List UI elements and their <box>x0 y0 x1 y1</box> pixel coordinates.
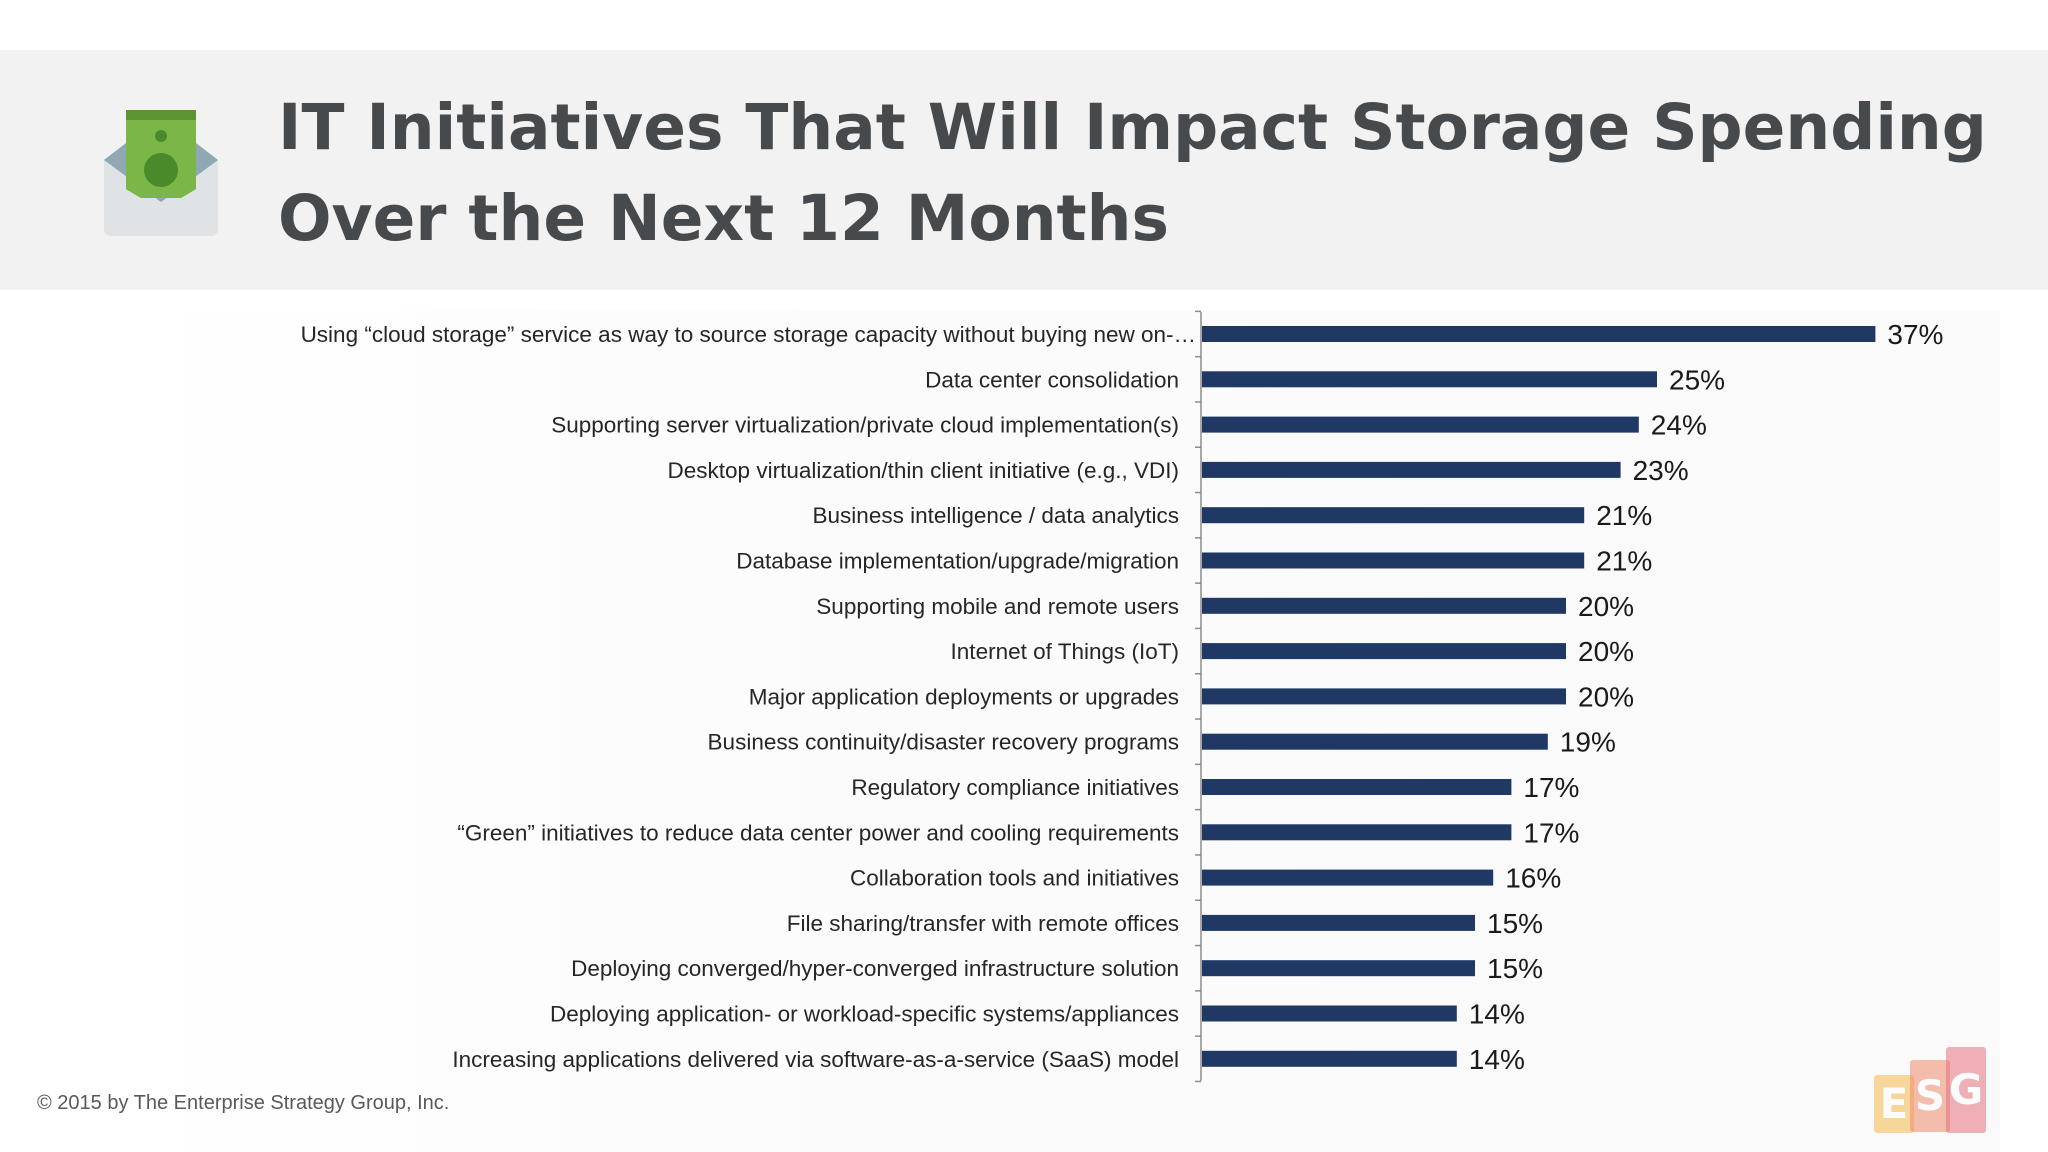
category-label: Business continuity/disaster recovery pr… <box>708 730 1179 755</box>
header-band <box>0 50 2048 290</box>
bar <box>1202 507 1585 524</box>
category-label: “Green” initiatives to reduce data cente… <box>457 820 1179 845</box>
category-label: Using “cloud storage” service as way to … <box>301 322 1196 347</box>
data-label: 21% <box>1596 500 1652 531</box>
data-label: 16% <box>1505 863 1561 894</box>
bar <box>1202 371 1657 388</box>
title-line-2: Over the Next 12 Months <box>278 182 1170 255</box>
category-label: Deploying converged/hyper-converged infr… <box>571 956 1179 981</box>
category-label: Major application deployments or upgrade… <box>749 684 1179 709</box>
bar <box>1202 552 1585 569</box>
category-label: Business intelligence / data analytics <box>813 503 1179 528</box>
category-label: Supporting server virtualization/private… <box>551 413 1179 438</box>
bar <box>1202 597 1566 614</box>
bar <box>1202 326 1876 342</box>
data-label: 23% <box>1633 455 1689 486</box>
data-label: 14% <box>1469 999 1525 1030</box>
category-label: Deploying application- or workload-speci… <box>550 1002 1179 1027</box>
category-label: File sharing/transfer with remote office… <box>787 911 1179 936</box>
logo-letter-e: E <box>1874 1075 1914 1133</box>
bar <box>1202 824 1512 841</box>
category-label: Desktop virtualization/thin client initi… <box>668 458 1179 483</box>
data-label: 14% <box>1469 1044 1525 1075</box>
category-label: Data center consolidation <box>925 367 1179 392</box>
category-label: Internet of Things (IoT) <box>951 639 1179 664</box>
bar <box>1202 914 1475 931</box>
title-line-1: IT Initiatives That Will Impact Storage … <box>278 91 1987 164</box>
logo-letter-s: S <box>1910 1060 1950 1132</box>
bar <box>1202 960 1475 977</box>
data-label: 17% <box>1523 817 1579 848</box>
category-label: Supporting mobile and remote users <box>816 594 1179 619</box>
category-label: Regulatory compliance initiatives <box>851 775 1179 800</box>
bar <box>1202 733 1548 750</box>
bar <box>1202 688 1566 705</box>
money-envelope-icon <box>104 110 218 236</box>
data-label: 37% <box>1887 319 1943 350</box>
data-label: 25% <box>1669 364 1725 395</box>
page-title: IT Initiatives That Will Impact Storage … <box>278 82 1987 264</box>
bar <box>1202 1005 1457 1022</box>
data-label: 20% <box>1578 636 1634 667</box>
category-label: Increasing applications delivered via so… <box>452 1047 1179 1072</box>
bar-chart: Using “cloud storage” service as way to … <box>301 310 1943 1083</box>
bar <box>1202 461 1621 478</box>
data-label: 20% <box>1578 681 1634 712</box>
data-label: 20% <box>1578 591 1634 622</box>
data-label: 15% <box>1487 953 1543 984</box>
data-label: 24% <box>1651 410 1707 441</box>
data-label: 17% <box>1523 772 1579 803</box>
copyright-text: © 2015 by The Enterprise Strategy Group,… <box>37 1092 450 1114</box>
bar <box>1202 869 1494 886</box>
category-label: Database implementation/upgrade/migratio… <box>736 549 1179 574</box>
logo-letter-g: G <box>1946 1047 1986 1133</box>
data-label: 21% <box>1596 546 1652 577</box>
data-label: 15% <box>1487 908 1543 939</box>
chart-area: Using “cloud storage” service as way to … <box>110 310 2000 1152</box>
data-label: 19% <box>1560 727 1616 758</box>
bar <box>1202 416 1639 433</box>
category-label: Collaboration tools and initiatives <box>850 866 1179 891</box>
bar <box>1202 1050 1457 1067</box>
bar <box>1202 779 1512 795</box>
bar <box>1202 643 1566 660</box>
